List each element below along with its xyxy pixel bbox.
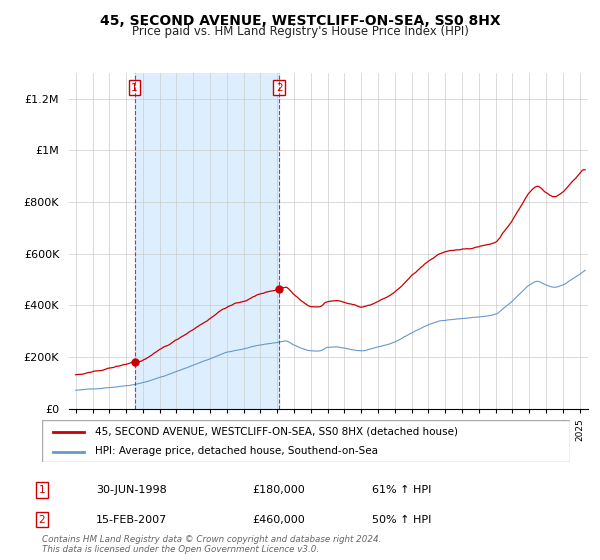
Text: 30-JUN-1998: 30-JUN-1998 — [96, 485, 167, 495]
Text: £180,000: £180,000 — [252, 485, 305, 495]
Text: 61% ↑ HPI: 61% ↑ HPI — [372, 485, 431, 495]
Text: 1: 1 — [131, 83, 138, 93]
Text: 1: 1 — [38, 485, 46, 495]
Text: Contains HM Land Registry data © Crown copyright and database right 2024.: Contains HM Land Registry data © Crown c… — [42, 535, 382, 544]
Text: 15-FEB-2007: 15-FEB-2007 — [96, 515, 167, 525]
Text: 45, SECOND AVENUE, WESTCLIFF-ON-SEA, SS0 8HX: 45, SECOND AVENUE, WESTCLIFF-ON-SEA, SS0… — [100, 14, 500, 28]
Text: This data is licensed under the Open Government Licence v3.0.: This data is licensed under the Open Gov… — [42, 545, 319, 554]
Text: 2: 2 — [276, 83, 283, 93]
FancyBboxPatch shape — [42, 420, 570, 462]
Text: £460,000: £460,000 — [252, 515, 305, 525]
Text: 45, SECOND AVENUE, WESTCLIFF-ON-SEA, SS0 8HX (detached house): 45, SECOND AVENUE, WESTCLIFF-ON-SEA, SS0… — [95, 427, 458, 437]
Text: 50% ↑ HPI: 50% ↑ HPI — [372, 515, 431, 525]
Text: 2: 2 — [38, 515, 46, 525]
Text: Price paid vs. HM Land Registry's House Price Index (HPI): Price paid vs. HM Land Registry's House … — [131, 25, 469, 38]
Text: HPI: Average price, detached house, Southend-on-Sea: HPI: Average price, detached house, Sout… — [95, 446, 378, 456]
Bar — [134, 73, 279, 409]
